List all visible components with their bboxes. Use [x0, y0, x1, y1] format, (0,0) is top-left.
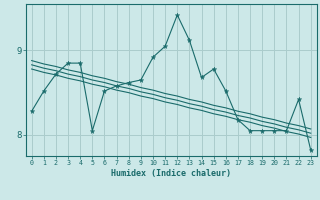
X-axis label: Humidex (Indice chaleur): Humidex (Indice chaleur) — [111, 169, 231, 178]
